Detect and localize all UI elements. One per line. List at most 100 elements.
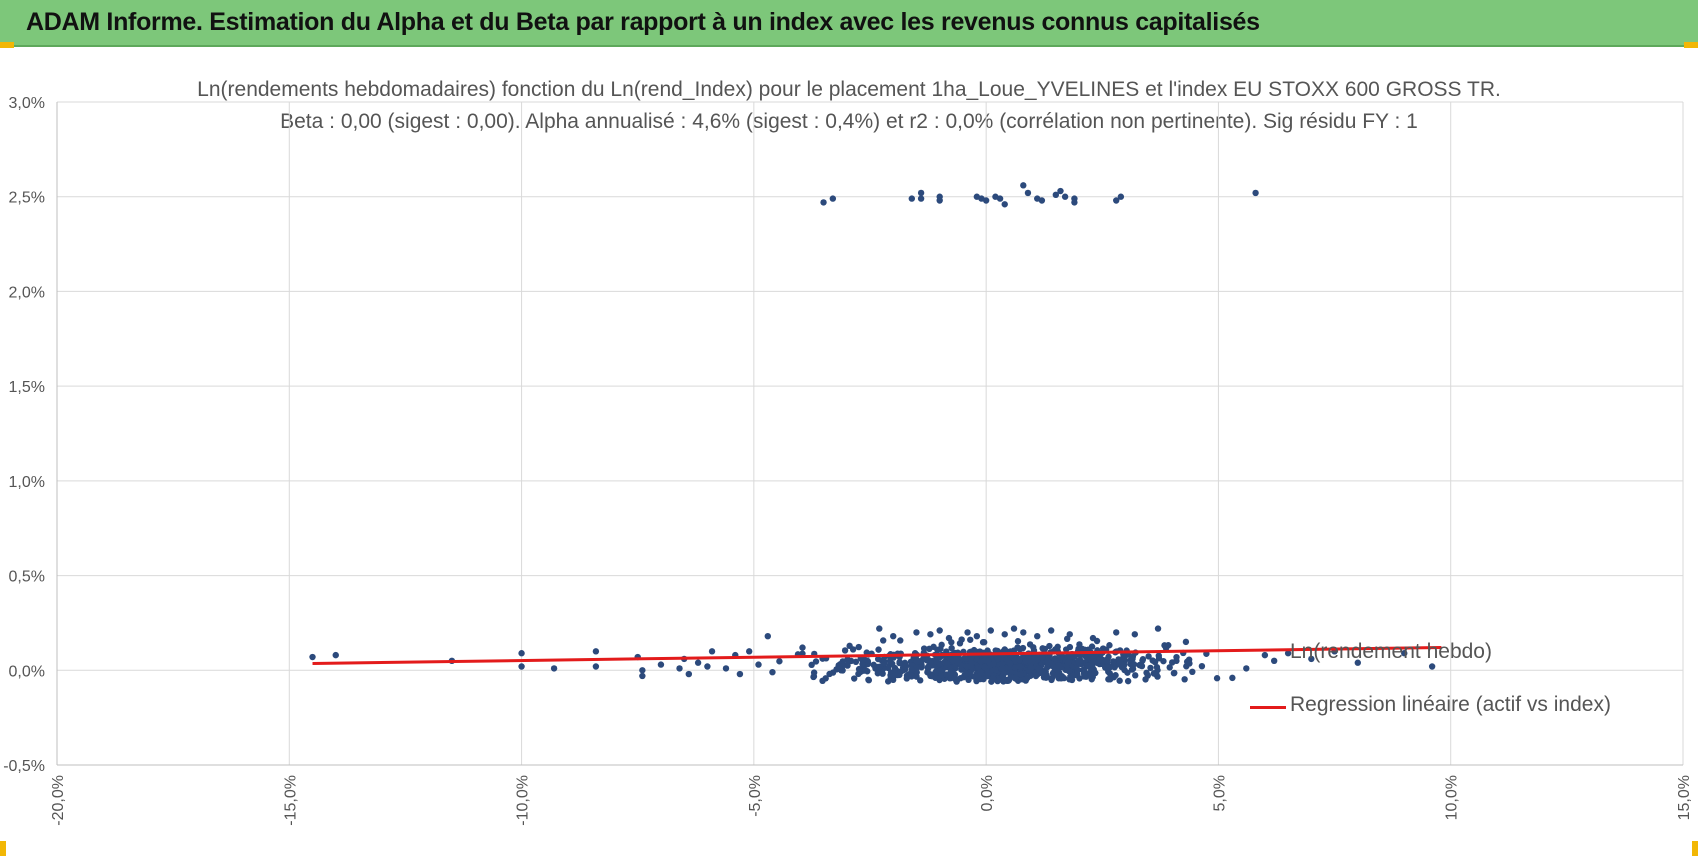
scatter-point xyxy=(1007,648,1014,655)
scatter-point xyxy=(1124,651,1131,658)
scatter-point xyxy=(1087,664,1094,672)
scatter-point xyxy=(1014,668,1021,676)
x-tick-label: 0,0% xyxy=(979,775,996,811)
scatter-point xyxy=(1009,668,1016,675)
scatter-point xyxy=(968,663,975,671)
scatter-point xyxy=(1001,658,1008,665)
scatter-point xyxy=(963,663,971,671)
scatter-point xyxy=(954,656,961,663)
scatter-point xyxy=(1031,654,1038,661)
scatter-point xyxy=(1030,647,1038,654)
scatter-point xyxy=(963,663,971,670)
scatter-point xyxy=(1029,667,1037,674)
scatter-point xyxy=(1213,675,1221,682)
scatter-point xyxy=(851,675,858,682)
scatter-point xyxy=(945,652,952,659)
scatter-point xyxy=(1036,661,1043,668)
scatter-point xyxy=(1056,663,1063,671)
scatter-point xyxy=(1180,649,1187,657)
scatter-point xyxy=(955,659,963,666)
scatter-point xyxy=(1059,674,1067,681)
scatter-point xyxy=(977,675,984,683)
scatter-point xyxy=(1124,677,1132,685)
scatter-point xyxy=(1062,656,1070,664)
scatter-point xyxy=(986,662,993,669)
scatter-point xyxy=(1034,664,1041,672)
scatter-point xyxy=(1044,658,1051,665)
corner-accent-top-right xyxy=(1684,42,1698,48)
scatter-point xyxy=(1078,660,1086,668)
scatter-point xyxy=(1115,656,1122,663)
scatter-point xyxy=(1082,646,1089,654)
scatter-point xyxy=(1003,677,1011,685)
scatter-point xyxy=(943,656,951,664)
y-tick-label: 2,5% xyxy=(9,190,45,207)
scatter-point xyxy=(941,658,949,665)
scatter-point xyxy=(1020,629,1027,636)
scatter-point xyxy=(879,662,887,670)
scatter-point xyxy=(1031,669,1038,676)
scatter-point xyxy=(1008,651,1016,658)
scatter-point xyxy=(1143,669,1150,676)
scatter-point xyxy=(989,659,997,666)
scatter-point xyxy=(1008,661,1015,668)
scatter-point xyxy=(844,662,851,669)
scatter-point xyxy=(894,650,901,657)
scatter-point xyxy=(1025,666,1033,674)
scatter-point xyxy=(973,665,980,673)
scatter-point xyxy=(994,671,1002,679)
scatter-point xyxy=(983,660,990,667)
scatter-point xyxy=(1098,657,1105,664)
scatter-point xyxy=(822,655,830,662)
scatter-point xyxy=(1001,631,1008,638)
scatter-point xyxy=(1006,660,1014,667)
scatter-point xyxy=(970,659,977,666)
scatter-point xyxy=(936,193,943,200)
scatter-point xyxy=(976,648,984,655)
scatter-point xyxy=(1017,671,1025,678)
scatter-point xyxy=(890,672,898,680)
scatter-point xyxy=(1055,669,1063,676)
scatter-point xyxy=(1116,677,1123,684)
scatter-point xyxy=(1021,663,1028,670)
scatter-point xyxy=(994,655,1002,663)
scatter-point xyxy=(1155,652,1162,659)
scatter-point xyxy=(1016,669,1024,676)
x-tick-label: -10,0% xyxy=(515,775,532,826)
scatter-point xyxy=(949,651,956,659)
scatter-point xyxy=(1061,657,1069,665)
scatter-point xyxy=(1003,658,1011,665)
scatter-point xyxy=(1043,657,1051,664)
chart-subtitle: Beta : 0,00 (sigest : 0,00). Alpha annua… xyxy=(280,110,1418,133)
y-tick-label: 0,0% xyxy=(9,663,45,680)
scatter-point xyxy=(1088,676,1095,683)
scatter-point xyxy=(977,661,985,669)
scatter-point xyxy=(1010,661,1017,669)
scatter-point xyxy=(978,661,986,668)
scatter-point xyxy=(956,661,964,668)
scatter-point xyxy=(1084,663,1091,670)
scatter-point xyxy=(1137,662,1144,669)
scatter-point xyxy=(1428,663,1436,670)
scatter-point xyxy=(920,651,928,659)
scatter-point xyxy=(1057,675,1065,682)
scatter-point xyxy=(944,663,951,671)
scatter-point xyxy=(1075,651,1083,658)
scatter-point xyxy=(1008,652,1016,659)
scatter-point xyxy=(1198,662,1206,670)
scatter-point xyxy=(986,665,994,672)
scatter-point xyxy=(1073,671,1080,679)
scatter-point xyxy=(999,672,1007,679)
scatter-point xyxy=(978,195,985,202)
scatter-point xyxy=(937,645,944,653)
scatter-point xyxy=(1006,651,1014,659)
scatter-point xyxy=(950,654,958,661)
scatter-point xyxy=(1006,676,1013,683)
scatter-point xyxy=(999,648,1007,655)
scatter-point xyxy=(998,660,1005,667)
scatter-point xyxy=(1243,665,1250,672)
scatter-point xyxy=(991,659,998,666)
scatter-point xyxy=(1085,670,1093,677)
legend-swatch-regression xyxy=(1250,706,1286,709)
scatter-point xyxy=(1024,659,1032,666)
